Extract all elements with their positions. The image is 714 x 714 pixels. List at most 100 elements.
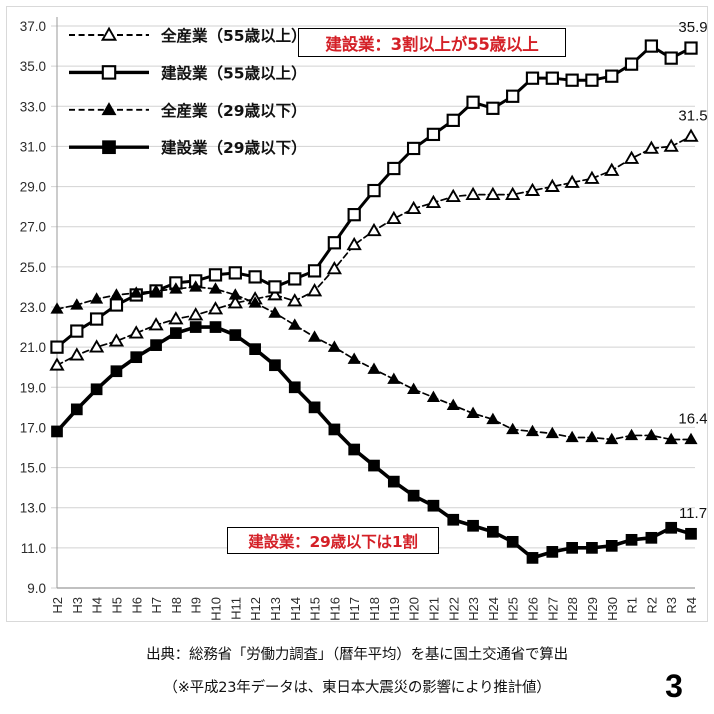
data-point xyxy=(268,280,282,294)
data-point xyxy=(664,432,678,445)
x-axis-tick-label: H5 xyxy=(109,597,124,614)
data-point xyxy=(207,301,224,315)
data-point xyxy=(625,428,639,441)
data-point xyxy=(168,311,184,325)
x-axis-tick-label: H28 xyxy=(565,597,580,621)
data-point xyxy=(268,306,282,318)
data-point xyxy=(101,102,117,116)
data-point xyxy=(387,161,401,176)
data-point xyxy=(188,307,204,321)
y-axis-tick-label: 13.0 xyxy=(20,501,46,516)
data-point xyxy=(544,178,560,192)
series-1 xyxy=(49,128,699,371)
data-point xyxy=(566,542,578,554)
data-point xyxy=(70,403,83,416)
data-point xyxy=(327,236,342,250)
data-point xyxy=(249,343,261,356)
data-point xyxy=(526,552,539,564)
data-point xyxy=(287,293,303,307)
data-point xyxy=(645,531,658,544)
x-axis-tick-label: H26 xyxy=(526,597,541,621)
y-axis-tick-label: 19.0 xyxy=(20,380,46,395)
x-axis-tick-label: H4 xyxy=(90,597,105,614)
y-axis-tick-label: 35.0 xyxy=(20,59,46,74)
data-point xyxy=(189,280,203,292)
data-point xyxy=(625,533,638,546)
data-point xyxy=(644,39,659,53)
data-point xyxy=(50,302,64,314)
x-axis-tick-label: H16 xyxy=(327,597,342,621)
end-value-label: 16.4 xyxy=(678,410,707,427)
data-point xyxy=(466,95,480,109)
data-point xyxy=(486,101,500,115)
data-point xyxy=(150,339,162,351)
data-point xyxy=(347,208,361,222)
data-point xyxy=(307,264,322,278)
data-point xyxy=(288,318,302,330)
data-point xyxy=(109,288,123,300)
y-axis-tick-label: 21.0 xyxy=(20,340,46,355)
y-axis-tick-label: 31.0 xyxy=(20,139,46,154)
x-axis-tick-label: H23 xyxy=(466,597,481,621)
series-line xyxy=(56,135,692,367)
data-point xyxy=(465,186,481,200)
data-point xyxy=(228,266,242,280)
data-point xyxy=(425,194,442,208)
data-point xyxy=(228,288,242,300)
data-point xyxy=(368,459,380,472)
data-point xyxy=(623,150,640,164)
chart-container: 37.0 35.0 33.0 31.0 29.0 27.0 25.0 23.0 21.0 19.0… xyxy=(6,6,708,622)
data-point xyxy=(269,359,281,372)
data-point xyxy=(366,222,382,237)
data-point xyxy=(288,272,302,286)
footnote-estimate: （※平成23年データは、東日本大震災の影響により推計値） xyxy=(163,680,551,696)
x-axis-tick-label: H3 xyxy=(70,597,85,614)
x-axis-tick-label: H10 xyxy=(209,597,224,621)
data-point xyxy=(70,298,84,310)
data-point xyxy=(89,312,104,326)
end-value-label: 35.9 xyxy=(678,19,707,36)
data-point xyxy=(407,489,420,502)
x-axis-tick-label: H27 xyxy=(545,597,560,621)
x-axis-tick-label: H22 xyxy=(446,597,461,621)
data-point xyxy=(89,339,105,353)
y-axis-tick-label: 17.0 xyxy=(20,420,46,435)
data-point xyxy=(308,330,322,342)
x-axis-tick-label: R1 xyxy=(625,597,640,614)
x-axis-tick-label: H30 xyxy=(605,597,620,621)
data-point xyxy=(467,519,479,532)
data-point xyxy=(169,282,183,294)
data-point xyxy=(346,236,362,251)
y-axis-tick-label: 9.0 xyxy=(27,581,46,596)
x-axis-tick-label: H18 xyxy=(367,597,382,621)
x-axis-tick-label: H14 xyxy=(288,597,303,621)
data-point xyxy=(267,287,283,301)
data-point xyxy=(586,542,598,554)
data-point xyxy=(685,527,697,540)
x-axis-tick-label: H21 xyxy=(426,597,441,621)
data-point xyxy=(90,292,104,304)
callout-top: 建設業：3割以上が55歳以上 xyxy=(298,28,566,57)
series-line xyxy=(55,325,693,560)
data-point xyxy=(327,340,341,352)
data-point xyxy=(486,412,500,425)
data-point xyxy=(209,321,222,333)
data-point xyxy=(584,170,600,184)
x-axis-tick-label: H2 xyxy=(50,597,65,614)
y-axis-tick-label: 25.0 xyxy=(20,260,46,275)
x-axis-tick-label: H17 xyxy=(347,597,362,621)
footnote-source: 出典：総務省「労働力調査」（暦年平均）を基に国土交通省で算出 xyxy=(146,647,568,663)
data-point xyxy=(585,430,599,443)
data-point xyxy=(288,381,301,394)
x-axis-tick-label: R4 xyxy=(684,597,699,614)
data-point xyxy=(406,141,421,156)
series-4 xyxy=(51,321,697,564)
data-point xyxy=(108,333,125,347)
data-point xyxy=(248,270,262,284)
data-point xyxy=(130,351,143,364)
data-point xyxy=(229,329,242,341)
data-point xyxy=(406,200,422,215)
data-point xyxy=(208,268,223,282)
data-point xyxy=(605,69,619,83)
